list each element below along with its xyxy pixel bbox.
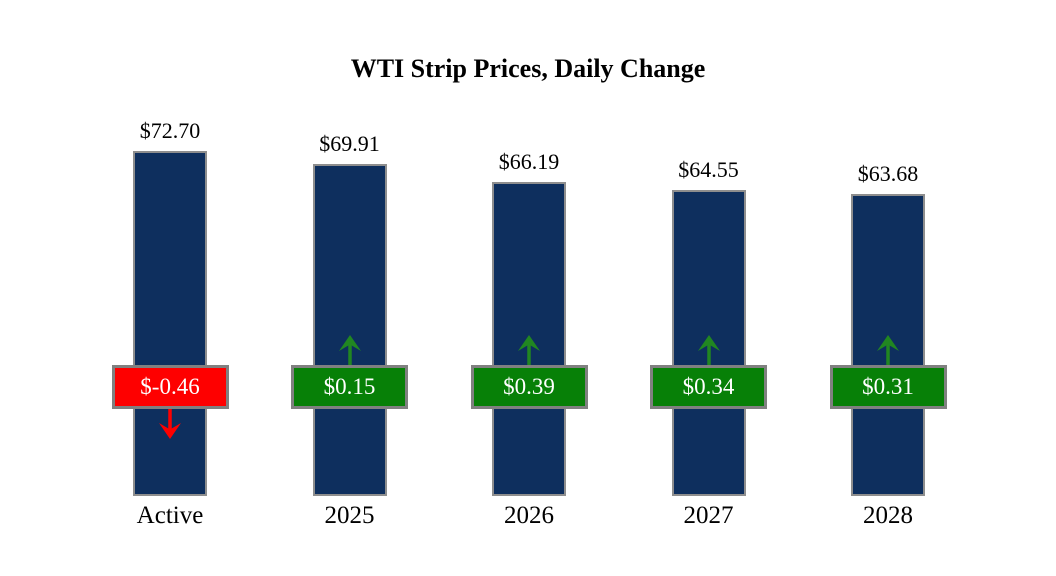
bar-value-label: $72.70 — [139, 118, 201, 143]
change-badge: $-0.46 — [111, 365, 229, 409]
up-arrow-icon — [697, 335, 720, 365]
category-label: 2027 — [683, 502, 734, 529]
change-badge: $0.34 — [650, 365, 767, 409]
bar-value-label: $64.55 — [678, 157, 739, 182]
price-bar — [133, 151, 207, 496]
bar-value-label: $66.19 — [498, 149, 560, 174]
change-badge: $0.15 — [291, 365, 408, 409]
bar-value-label: $69.91 — [319, 131, 380, 156]
change-badge: $0.31 — [829, 365, 947, 409]
change-badge: $0.39 — [470, 365, 588, 409]
price-bar — [851, 194, 925, 496]
category-label: 2026 — [504, 502, 554, 529]
category-label: 2028 — [863, 502, 913, 529]
chart-title: WTI Strip Prices, Daily Change — [350, 54, 706, 83]
bar-value-label: $63.68 — [857, 161, 919, 186]
category-label: Active — [136, 502, 204, 529]
price-bar — [312, 164, 387, 496]
down-arrow-icon — [159, 409, 181, 439]
category-label: 2025 — [324, 502, 375, 529]
up-arrow-icon — [877, 335, 899, 365]
up-arrow-icon — [338, 335, 361, 365]
up-arrow-icon — [518, 335, 540, 365]
